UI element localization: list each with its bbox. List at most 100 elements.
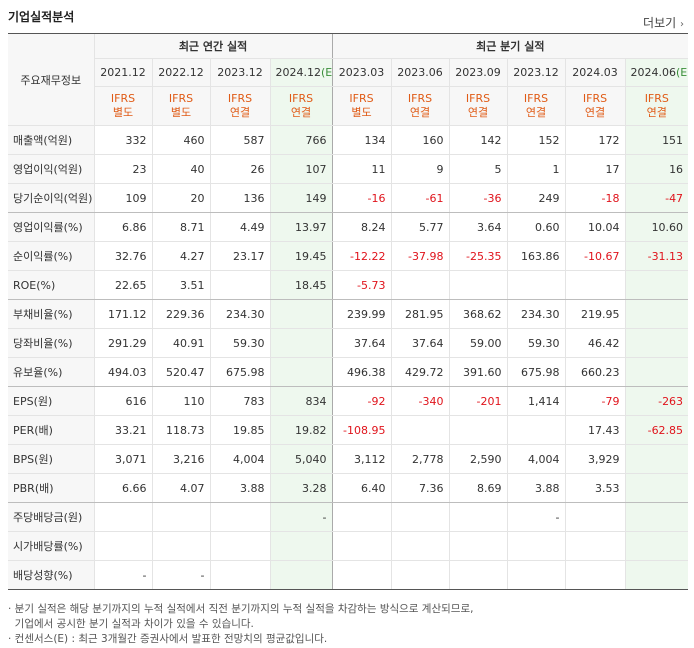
basis-standard: IFRS [407, 92, 433, 105]
table-cell: 20 [151, 183, 210, 213]
table-cell: 239.99 [331, 299, 392, 329]
table-cell: 6.40 [331, 473, 392, 503]
table-cell: 5.77 [390, 212, 450, 242]
table-cell: -5.73 [331, 270, 392, 300]
period-label: 2024.06 [630, 66, 677, 79]
period-label: 2023.12 [217, 66, 263, 79]
table-cell: -12.22 [331, 241, 392, 271]
table-cell: 171.12 [93, 299, 152, 329]
table-cell [624, 357, 689, 387]
table-cell: 59.00 [448, 328, 508, 358]
basis-standard: IFRS [349, 92, 374, 105]
table-cell: 675.98 [506, 357, 566, 387]
table-row: 주당배당금(원) - - [8, 502, 689, 532]
period-header: 2023.03 [331, 58, 392, 87]
table-cell [448, 531, 508, 561]
table-cell: 219.95 [564, 299, 626, 329]
row-label: 유보율(%) [8, 357, 94, 387]
annual-header: 최근 연간 실적 [93, 34, 333, 59]
table-cell: -16 [331, 183, 392, 213]
table-cell: - [93, 560, 152, 590]
table-cell: 26 [209, 154, 270, 184]
table-cell: 109 [93, 183, 152, 213]
table-cell [448, 270, 508, 300]
table-cell: 3.53 [564, 473, 626, 503]
table-cell: -108.95 [331, 415, 392, 445]
table-cell [209, 270, 270, 300]
row-label: 주당배당금(원) [8, 502, 94, 532]
table-row: 영업이익(억원) 23 40 26 107 11 9 5 1 17 16 [8, 154, 689, 184]
table-cell: 4,004 [209, 444, 270, 474]
period-label: 2023.03 [338, 66, 385, 79]
table-cell [564, 502, 626, 532]
table-cell [269, 299, 333, 329]
table-cell: 40.91 [151, 328, 210, 358]
table-cell [151, 531, 210, 561]
table-cell: 18.45 [269, 270, 333, 300]
period-header: 2024.12(E) [269, 58, 333, 87]
table-cell: 391.60 [448, 357, 508, 387]
table-cell: 19.85 [209, 415, 270, 445]
table-cell: 9 [390, 154, 450, 184]
table-row: 매출액(억원) 332 460 587 766 134 160 142 152 172 151 [8, 125, 689, 155]
table-row: 당기순이익(억원) 109 20 136 149 -16 -61 -36 249 -18 -47 [8, 183, 689, 213]
table-cell: 3.64 [448, 212, 508, 242]
basis-type: 연결 [290, 106, 312, 119]
table-cell: 110 [151, 386, 210, 416]
period-header: 2024.06(E) [624, 58, 689, 87]
table-cell: 10.04 [564, 212, 626, 242]
basis-type: 연결 [229, 106, 251, 119]
table-cell [506, 270, 566, 300]
table-cell: 4.07 [151, 473, 210, 503]
table-row: BPS(원) 3,071 3,216 4,004 5,040 3,112 2,778 2,59… [8, 444, 689, 474]
table-cell [93, 531, 152, 561]
table-cell: 3.28 [269, 473, 333, 503]
row-label: 부채비율(%) [8, 299, 94, 329]
table-cell: 134 [331, 125, 392, 155]
table-cell [390, 531, 450, 561]
table-cell: 8.24 [331, 212, 392, 242]
table-cell: 152 [506, 125, 566, 155]
table-cell: -263 [624, 386, 689, 416]
table-cell [624, 531, 689, 561]
table-cell: 1,414 [506, 386, 566, 416]
basis-type: 연결 [467, 106, 489, 119]
table-cell: 19.45 [269, 241, 333, 271]
period-label: 2023.09 [455, 66, 501, 79]
row-label: BPS(원) [8, 444, 94, 474]
table-cell [624, 270, 689, 300]
period-header: 2023.12 [209, 58, 270, 87]
table-cell: 3.88 [209, 473, 270, 503]
table-cell [331, 502, 392, 532]
basis-standard: IFRS [465, 92, 491, 105]
table-cell: 32.76 [93, 241, 152, 271]
period-label: 2022.12 [158, 66, 204, 79]
table-cell: 3.88 [506, 473, 566, 503]
table-cell: 3,112 [331, 444, 392, 474]
table-cell: 23 [93, 154, 152, 184]
row-label: 매출액(억원) [8, 125, 94, 155]
table-cell [448, 560, 508, 590]
table-cell: 17 [564, 154, 626, 184]
table-cell [564, 560, 626, 590]
table-cell: 59.30 [506, 328, 566, 358]
basis-standard: IFRS [523, 92, 549, 105]
table-cell: 160 [390, 125, 450, 155]
period-label: 2021.12 [100, 66, 146, 79]
table-cell: 136 [209, 183, 270, 213]
table-cell: 4,004 [506, 444, 566, 474]
table-cell: -18 [564, 183, 626, 213]
table-cell: 46.42 [564, 328, 626, 358]
basis-header: IFRS 별도 [331, 86, 392, 126]
table-row: EPS(원) 616 110 783 834 -92 -340 -201 1,414 -79 -26… [8, 386, 689, 416]
financial-table: 주요재무정보 최근 연간 실적 최근 분기 실적 2021.12 2022.12 2… [8, 34, 689, 590]
table-cell [269, 328, 333, 358]
table-row: 배당성향(%) - - [8, 560, 689, 590]
more-link[interactable]: 더보기 › [643, 14, 684, 31]
table-cell: 37.64 [331, 328, 392, 358]
basis-type: 별도 [170, 106, 192, 119]
table-cell: 783 [209, 386, 270, 416]
table-cell: -201 [448, 386, 508, 416]
table-cell [624, 502, 689, 532]
table-cell: 19.82 [269, 415, 333, 445]
